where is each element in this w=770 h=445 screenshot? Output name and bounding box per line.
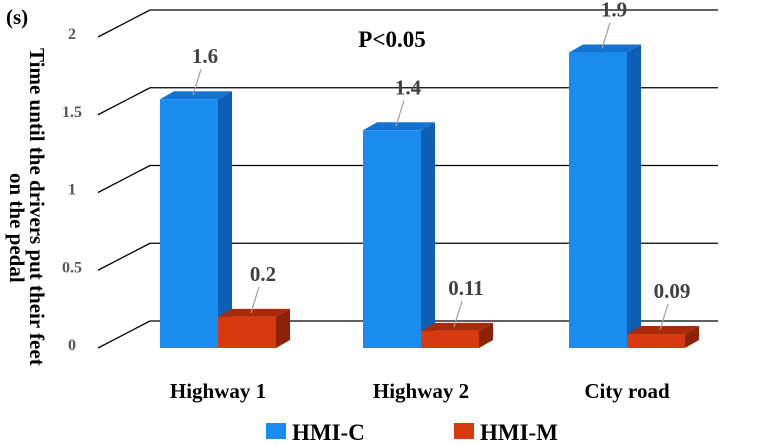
gridline-diagonal xyxy=(97,242,151,271)
x-category-label: City road xyxy=(584,379,670,403)
data-label: 0.09 xyxy=(654,279,691,303)
bar-hmi-c-2 xyxy=(569,44,641,349)
gridline-diagonal xyxy=(97,320,151,349)
y-tick-label: 0 xyxy=(68,337,76,354)
bar-top xyxy=(363,122,435,131)
data-labels: 1.6 0.2 1.4 0.11 1.9 0.09 xyxy=(192,0,691,331)
data-label: 1.4 xyxy=(395,75,422,99)
bar-side xyxy=(627,44,641,349)
bar-front xyxy=(569,52,627,349)
data-label: 0.11 xyxy=(448,276,484,300)
data-label: 1.9 xyxy=(601,0,627,22)
legend: HMI-C HMI-M xyxy=(266,420,558,445)
data-label-leader xyxy=(192,69,202,96)
bar-top xyxy=(421,322,493,331)
data-label: 0.2 xyxy=(250,262,276,286)
bar-side xyxy=(685,326,699,348)
legend-swatch-hmi-m xyxy=(454,423,474,439)
bar-hmi-m-2 xyxy=(627,326,699,348)
bar-hmi-c-1 xyxy=(363,122,435,348)
gridline-diagonal xyxy=(97,87,151,116)
bars xyxy=(160,44,699,349)
bar-hmi-m-0 xyxy=(218,308,290,348)
legend-label-hmi-c: HMI-C xyxy=(292,420,365,445)
data-label-leader xyxy=(453,300,463,328)
bar-side xyxy=(479,322,493,348)
bar-top xyxy=(569,44,641,53)
bar-side xyxy=(218,91,232,348)
gridline-diagonal xyxy=(97,9,151,38)
bar-top xyxy=(218,308,290,317)
bar-hmi-c-0 xyxy=(160,91,232,348)
data-label-leader xyxy=(395,100,405,127)
x-category-label: Highway 2 xyxy=(373,379,469,403)
bar-front xyxy=(218,316,276,348)
y-tick-label: 0.5 xyxy=(62,259,82,276)
unit-label: (s) xyxy=(6,5,28,29)
bar-front xyxy=(363,130,421,348)
data-label-leader xyxy=(250,286,260,314)
data-label: 1.6 xyxy=(192,44,218,68)
bar-front xyxy=(160,99,218,348)
y-axis-title-line1: Time until the drivers put their feet xyxy=(25,48,49,366)
gridline-diagonal xyxy=(97,164,151,194)
legend-label-hmi-m: HMI-M xyxy=(480,420,558,445)
legend-swatch-hmi-c xyxy=(266,423,286,439)
data-label-leader xyxy=(659,303,669,331)
bar-top xyxy=(627,326,699,335)
bar-front xyxy=(627,334,685,348)
y-tick-label: 1 xyxy=(68,182,76,199)
bar-top xyxy=(160,91,232,100)
x-category-label: Highway 1 xyxy=(170,379,266,403)
y-axis-ticks: 0 0.5 1 1.5 2 xyxy=(62,26,82,354)
bar-side xyxy=(421,122,435,348)
y-tick-label: 1.5 xyxy=(62,104,82,121)
y-tick-label: 2 xyxy=(68,26,76,43)
bar-hmi-m-1 xyxy=(421,322,493,348)
bar-side xyxy=(276,308,290,348)
data-label-leader xyxy=(601,22,611,49)
x-axis-categories: Highway 1 Highway 2 City road xyxy=(170,379,670,403)
bar-front xyxy=(421,330,479,348)
significance-annotation: P<0.05 xyxy=(358,27,425,52)
y-axis-title-line2: on the pedal xyxy=(5,173,29,283)
y-axis-title: Time until the drivers put their feet on… xyxy=(5,48,49,366)
